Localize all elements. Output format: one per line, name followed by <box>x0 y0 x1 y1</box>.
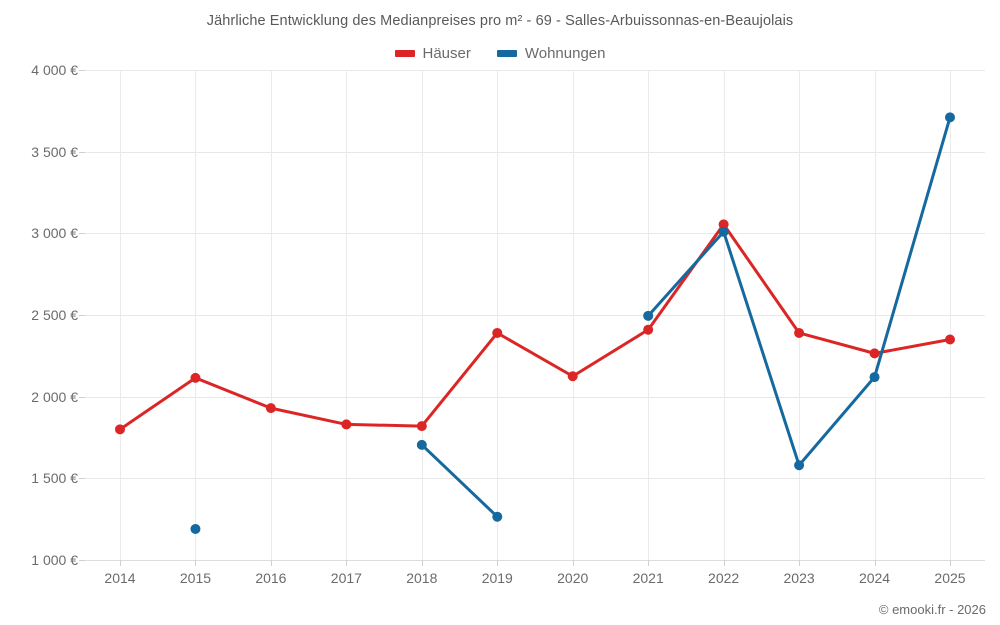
y-axis-tick-mark <box>79 478 85 480</box>
x-axis-tick-mark <box>874 560 876 566</box>
y-axis-tick-label: 4 000 € <box>31 62 78 78</box>
series-line-wohnungen <box>420 443 499 519</box>
data-point[interactable] <box>416 439 427 450</box>
x-axis-tick-mark <box>799 560 801 566</box>
gridline-horizontal <box>85 478 985 480</box>
x-axis-tick-label: 2020 <box>557 570 589 586</box>
x-axis-line <box>85 560 985 561</box>
y-axis-labels: 4 000 € 3 500 € 3 000 € 2 500 € 2 000 € 1 500… <box>0 0 78 625</box>
gridline-horizontal <box>85 151 985 153</box>
gridline-vertical <box>270 70 272 560</box>
x-axis-tick-label: 2024 <box>858 570 891 586</box>
data-point[interactable] <box>567 371 578 382</box>
y-axis-tick-label: 2 000 € <box>31 388 78 405</box>
x-axis-tick-label: 2019 <box>481 570 513 586</box>
data-point[interactable] <box>492 327 503 338</box>
data-point[interactable] <box>643 324 654 335</box>
y-axis-tick-mark <box>79 70 85 71</box>
data-point[interactable] <box>945 112 955 123</box>
gridline-vertical <box>195 70 197 560</box>
gridline-horizontal <box>85 396 985 398</box>
x-axis-tick-label: 2021 <box>632 570 664 586</box>
y-axis-tick-label: 1 000 € <box>31 552 78 568</box>
x-axis-tick-mark <box>648 560 650 566</box>
plot-area <box>85 70 985 561</box>
line-swatch-icon <box>496 50 517 57</box>
gridline-horizontal <box>85 315 985 316</box>
gridline-vertical <box>497 70 499 560</box>
data-point[interactable] <box>643 310 654 321</box>
gridline-vertical <box>572 70 574 560</box>
legend-item-hauser[interactable]: Häuser <box>394 45 471 62</box>
data-point[interactable] <box>492 511 503 522</box>
x-axis-tick-mark <box>270 560 272 566</box>
legend-label: Häuser <box>422 45 471 62</box>
x-axis-tick-label: 2014 <box>104 570 136 586</box>
x-axis-tick-mark <box>421 560 423 566</box>
chart-legend: Häuser Wohnungen <box>0 45 1000 62</box>
x-axis-tick-label: 2016 <box>255 570 287 586</box>
gridline-vertical <box>723 70 725 560</box>
gridline-horizontal <box>85 70 985 71</box>
data-point[interactable] <box>718 226 729 237</box>
x-axis-tick-mark <box>195 560 197 566</box>
y-axis-tick-label: 3 500 € <box>31 143 78 160</box>
legend-item-wohnungen[interactable]: Wohnungen <box>496 45 606 62</box>
legend-label: Wohnungen <box>524 45 606 62</box>
x-axis-tick-mark <box>723 560 725 566</box>
chart-title: Jährliche Entwicklung des Medianpreises … <box>206 13 794 29</box>
x-axis-tick-label: 2015 <box>179 570 212 586</box>
x-axis-tick-label: 2023 <box>783 570 815 586</box>
y-axis-tick-mark <box>79 560 85 561</box>
data-point[interactable] <box>416 421 427 432</box>
y-axis-tick-mark <box>79 315 85 316</box>
x-axis-tick-mark <box>572 560 574 566</box>
gridline-vertical <box>799 70 801 560</box>
data-point[interactable] <box>794 460 805 471</box>
x-axis-tick-mark <box>120 560 121 566</box>
y-axis-tick-label: 2 500 € <box>31 307 78 323</box>
data-point[interactable] <box>794 327 805 338</box>
x-axis-tick-label: 2025 <box>934 570 966 586</box>
gridline-vertical <box>950 70 951 560</box>
data-point[interactable] <box>718 219 729 230</box>
line-swatch-icon <box>394 50 415 57</box>
data-point[interactable] <box>115 424 125 435</box>
data-point[interactable] <box>945 334 955 345</box>
y-axis-tick-mark <box>79 396 85 398</box>
x-axis-tick-label: 2017 <box>330 570 362 586</box>
x-axis-tick-mark <box>497 560 499 566</box>
x-axis-tick-label: 2018 <box>406 570 438 586</box>
gridline-vertical <box>346 70 348 560</box>
data-point[interactable] <box>341 419 352 430</box>
gridline-vertical <box>874 70 876 560</box>
gridline-horizontal <box>85 233 985 235</box>
x-axis-tick-mark <box>950 560 951 566</box>
y-axis-tick-mark <box>79 151 85 153</box>
y-axis-tick-mark <box>79 233 85 235</box>
y-axis-tick-label: 1 500 € <box>31 470 78 487</box>
x-axis-tick-label: 2022 <box>708 570 740 586</box>
data-point[interactable] <box>869 348 880 359</box>
x-axis-tick-mark <box>346 560 348 566</box>
gridline-vertical <box>120 70 121 560</box>
series-line-wohnungen <box>646 115 952 467</box>
data-point[interactable] <box>190 523 201 534</box>
data-point[interactable] <box>265 403 276 414</box>
series-line-häuser <box>118 222 952 431</box>
footer-credit: © emooki.fr - 2026 <box>878 602 986 617</box>
data-point[interactable] <box>190 372 201 383</box>
y-axis-tick-label: 3 000 € <box>31 225 78 242</box>
data-point[interactable] <box>869 372 880 383</box>
gridline-vertical <box>421 70 423 560</box>
